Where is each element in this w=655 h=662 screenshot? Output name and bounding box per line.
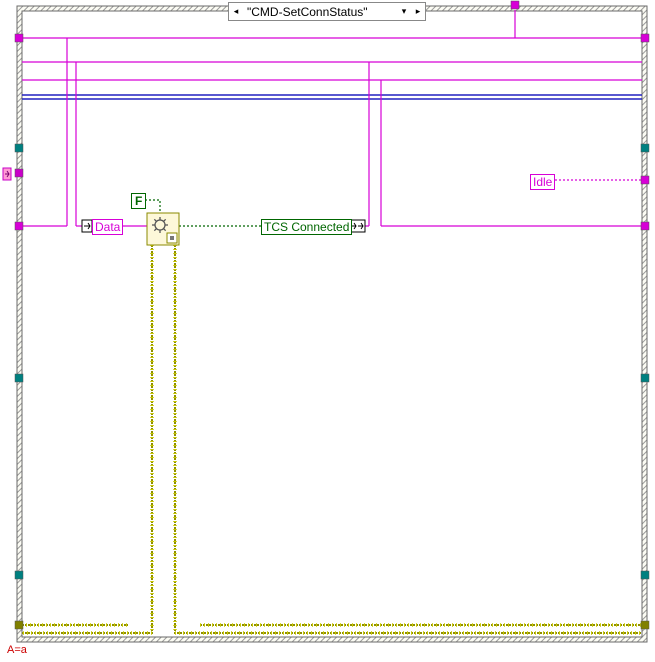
case-selector-dropdown[interactable]: ▾ bbox=[397, 5, 411, 19]
case-selector-next[interactable]: ▸ bbox=[411, 5, 425, 19]
t-left-2 bbox=[15, 144, 23, 152]
tcs-connected-label: TCS Connected bbox=[261, 219, 352, 235]
t-right-1 bbox=[641, 34, 649, 42]
t-left-3 bbox=[15, 169, 23, 177]
vi-node[interactable] bbox=[147, 213, 179, 245]
idle-constant: Idle bbox=[530, 174, 555, 190]
t-right-5 bbox=[641, 374, 649, 382]
case-selector-prev[interactable]: ◂ bbox=[229, 5, 243, 19]
case-selector-label: "CMD-SetConnStatus" bbox=[243, 5, 372, 19]
t-right-6 bbox=[641, 571, 649, 579]
t-left-6 bbox=[15, 571, 23, 579]
a-equals-a-label: A=a bbox=[7, 644, 27, 656]
data-in-arrow-icon bbox=[82, 220, 92, 232]
case-structure bbox=[17, 6, 647, 642]
t-left-5 bbox=[15, 374, 23, 382]
t-right-7 bbox=[641, 621, 649, 629]
t-right-3 bbox=[641, 176, 649, 184]
t-right-2 bbox=[641, 144, 649, 152]
t-left-1 bbox=[15, 34, 23, 42]
tunnel-top bbox=[511, 1, 519, 9]
false-constant: F bbox=[131, 193, 146, 209]
labview-block-diagram bbox=[0, 0, 655, 662]
data-label: Data bbox=[92, 219, 123, 235]
t-left-7 bbox=[15, 621, 23, 629]
t-right-4 bbox=[641, 222, 649, 230]
case-selector[interactable]: ◂ "CMD-SetConnStatus" ▾ ▸ bbox=[228, 2, 426, 21]
t-left-4 bbox=[15, 222, 23, 230]
